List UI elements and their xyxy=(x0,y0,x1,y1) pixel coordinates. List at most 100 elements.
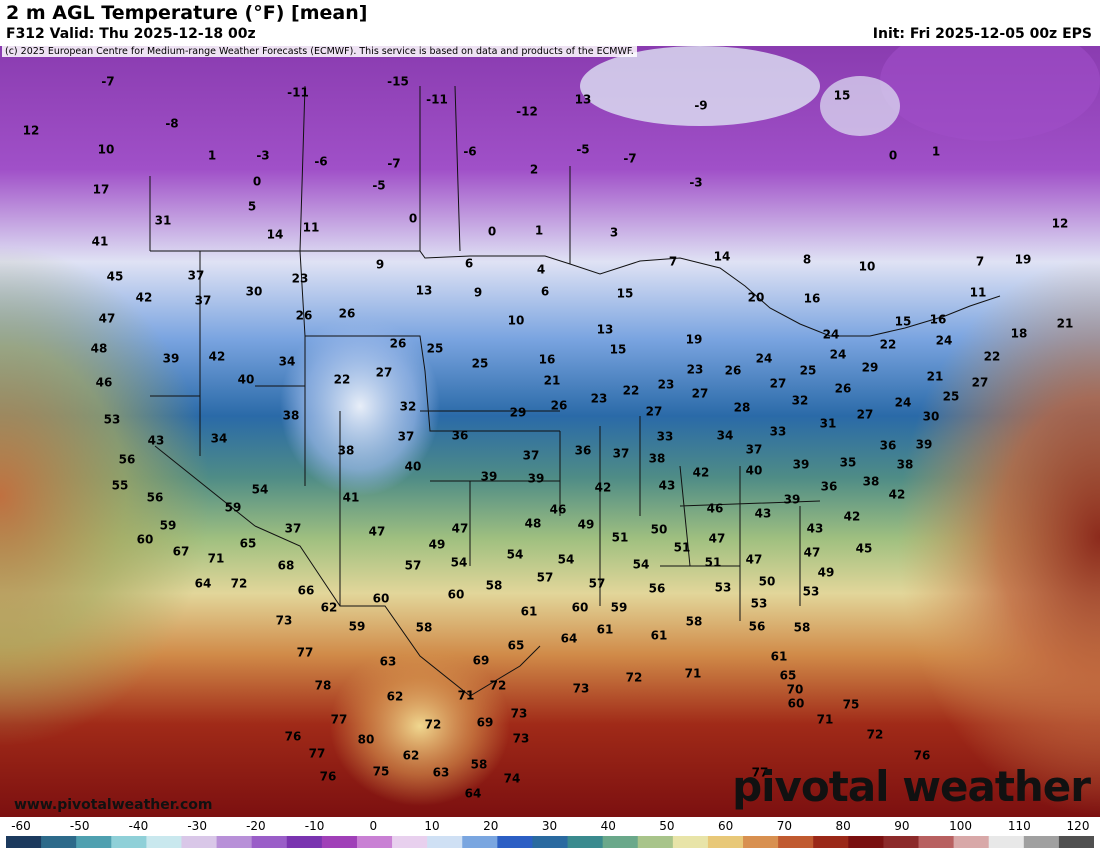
temperature-value: 23 xyxy=(687,363,704,377)
init-time: Init: Fri 2025-12-05 00z EPS xyxy=(872,26,1092,42)
temperature-value: 72 xyxy=(626,671,643,685)
temperature-value: 29 xyxy=(510,406,527,420)
watermark-logo: pivotal weather xyxy=(732,762,1091,811)
temperature-value: 63 xyxy=(380,655,397,669)
temperature-value: 64 xyxy=(465,787,482,801)
temperature-value: 9 xyxy=(376,258,384,272)
temperature-value: 50 xyxy=(651,523,668,537)
colorbar-tick-label: 90 xyxy=(894,819,910,833)
temperature-value: 10 xyxy=(508,314,525,328)
temperature-value: 57 xyxy=(405,559,422,573)
temperature-value: 55 xyxy=(112,479,129,493)
temperature-value: 13 xyxy=(597,323,614,337)
colorbar-segment xyxy=(883,836,920,848)
colorbar-tick-label: -20 xyxy=(246,819,266,833)
temperature-value: 1 xyxy=(932,145,940,159)
temperature-value: 15 xyxy=(610,343,627,357)
temperature-value: 43 xyxy=(659,479,676,493)
temperature-value: 60 xyxy=(137,533,154,547)
temperature-value: 77 xyxy=(297,646,314,660)
colorbar-segment xyxy=(76,836,112,848)
temperature-value: 39 xyxy=(481,470,498,484)
temperature-value: 71 xyxy=(458,689,475,703)
site-url[interactable]: www.pivotalweather.com xyxy=(14,797,213,813)
temperature-value: 76 xyxy=(285,730,302,744)
colorbar-tick-label: 110 xyxy=(1007,819,1031,833)
temperature-value: 58 xyxy=(686,615,703,629)
temperature-value: 69 xyxy=(473,654,490,668)
temperature-value: 39 xyxy=(528,472,545,486)
temperature-value: 56 xyxy=(649,582,666,596)
temperature-value: 12 xyxy=(1052,217,1069,231)
temperature-value: 39 xyxy=(793,458,810,472)
temperature-value: -11 xyxy=(287,86,309,100)
state-borders xyxy=(150,250,641,606)
southeast-borders xyxy=(660,465,821,621)
header: 2 m AGL Temperature (°F) [mean] F312 Val… xyxy=(0,0,1100,46)
temperature-value: 51 xyxy=(612,531,629,545)
temperature-value: 30 xyxy=(923,410,940,424)
temperature-value: 56 xyxy=(147,491,164,505)
temperature-value: 58 xyxy=(416,621,433,635)
temperature-value: 26 xyxy=(835,382,852,396)
temperature-value: 71 xyxy=(208,552,225,566)
temperature-value: 11 xyxy=(303,221,320,235)
temperature-value: 10 xyxy=(98,143,115,157)
temperature-value: 42 xyxy=(209,350,226,364)
temperature-value: 16 xyxy=(930,313,947,327)
colorbar-segment xyxy=(1023,836,1060,848)
temperature-value: 42 xyxy=(844,510,861,524)
temperature-value: 53 xyxy=(751,597,768,611)
temperature-value: 0 xyxy=(253,175,261,189)
temperature-value: 76 xyxy=(320,770,337,784)
temperature-value: 22 xyxy=(880,338,897,352)
temperature-value: 38 xyxy=(897,458,914,472)
temperature-value: 23 xyxy=(292,272,309,286)
temperature-value: 73 xyxy=(511,707,528,721)
temperature-map[interactable]: -7 -15 -11 -11 13 -9 15 -8 -12 12 10 1 -3 -6 -7 -6 -5 -7 0… xyxy=(0,46,1100,817)
temperature-value: 56 xyxy=(749,620,766,634)
temperature-value: 7 xyxy=(669,255,677,269)
temperature-value: 62 xyxy=(321,601,338,615)
province-borders xyxy=(149,85,571,264)
temperature-value: -15 xyxy=(387,75,409,89)
temperature-value: 62 xyxy=(403,749,420,763)
temperature-value: 47 xyxy=(369,525,386,539)
temperature-value: -8 xyxy=(165,117,178,131)
temperature-value: 27 xyxy=(857,408,874,422)
colorbar-tick-label: 10 xyxy=(424,819,440,833)
colorbar-segment xyxy=(813,836,849,848)
temperature-value: 59 xyxy=(611,601,628,615)
temperature-value: 30 xyxy=(246,285,263,299)
colorbar-segment xyxy=(988,836,1025,848)
colorbar-segment xyxy=(427,836,463,848)
temperature-value: 7 xyxy=(976,255,984,269)
temperature-value: 15 xyxy=(834,89,851,103)
temperature-value: 4 xyxy=(537,263,545,277)
temperature-value: 21 xyxy=(927,370,944,384)
temperature-value: 37 xyxy=(523,449,540,463)
temperature-value: 39 xyxy=(163,352,180,366)
temperature-value: 59 xyxy=(160,519,177,533)
temperature-value: 42 xyxy=(889,488,906,502)
us-mexico-border xyxy=(254,525,541,697)
temperature-value: 43 xyxy=(755,507,772,521)
temperature-value: 68 xyxy=(278,559,295,573)
temperature-value: 28 xyxy=(734,401,751,415)
temperature-value: 10 xyxy=(859,260,876,274)
colorbar-segment xyxy=(286,836,323,848)
temperature-value: 60 xyxy=(448,588,465,602)
temperature-value: 41 xyxy=(343,491,360,505)
temperature-value: 47 xyxy=(99,312,116,326)
temperature-value: 1 xyxy=(535,224,543,238)
temperature-value: 70 xyxy=(787,683,804,697)
temperature-value: 62 xyxy=(387,690,404,704)
temperature-value: 45 xyxy=(856,542,873,556)
colorbar-segment xyxy=(251,836,288,848)
temperature-value: 42 xyxy=(136,291,153,305)
temperature-value: 75 xyxy=(373,765,390,779)
temperature-value: 8 xyxy=(803,253,811,267)
temperature-value: 47 xyxy=(746,553,763,567)
temperature-value: 31 xyxy=(155,214,172,228)
